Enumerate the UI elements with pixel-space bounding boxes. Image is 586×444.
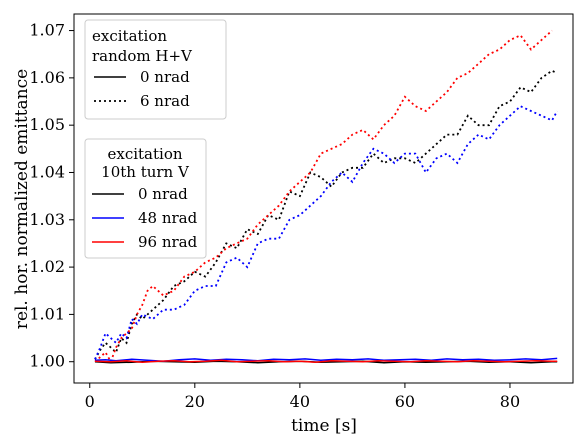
y-tick-label: 1.03 (29, 210, 65, 229)
legend-label: 96 nrad (138, 233, 198, 251)
y-tick-label: 1.04 (29, 162, 65, 181)
y-tick-label: 1.00 (29, 352, 65, 371)
y-tick-label: 1.05 (29, 115, 65, 134)
x-tick-label: 80 (500, 392, 520, 411)
legend-box (84, 19, 227, 120)
y-tick-label: 1.01 (29, 304, 65, 323)
legend-title-line: 10th turn V (101, 163, 190, 181)
legend-random-hv: excitation random H+V 0 nrad 6 nrad (84, 19, 227, 120)
x-axis-title: time [s] (291, 416, 357, 436)
x-axis: 0 20 40 60 80 (85, 383, 520, 411)
legend-title-line: excitation (92, 27, 167, 45)
y-tick-label: 1.06 (29, 68, 65, 87)
x-tick-label: 60 (395, 392, 415, 411)
y-axis: 1.00 1.01 1.02 1.03 1.04 1.05 1.06 1.07 (29, 21, 74, 371)
legend-label: 6 nrad (140, 92, 190, 110)
legend-10th-turn-v: excitation 10th turn V 0 nrad 48 nrad 96… (84, 138, 207, 259)
legend-title-line: excitation (107, 145, 182, 163)
series-line-5 (94, 359, 558, 363)
x-tick-label: 0 (85, 392, 95, 411)
series-line-2 (94, 29, 553, 364)
legend-title-line: random H+V (92, 47, 193, 65)
y-tick-label: 1.07 (29, 21, 65, 40)
plot-frame (73, 13, 574, 384)
series-layer (94, 29, 558, 364)
x-tick-label: 20 (185, 392, 205, 411)
legend-label: 0 nrad (140, 68, 190, 86)
y-axis-title: rel. hor. normalized emittance (12, 69, 32, 329)
legend-label: 48 nrad (138, 209, 198, 227)
x-tick-label: 40 (290, 392, 310, 411)
y-tick-label: 1.02 (29, 257, 65, 276)
legend-label: 0 nrad (138, 185, 188, 203)
legend-box (84, 138, 207, 259)
